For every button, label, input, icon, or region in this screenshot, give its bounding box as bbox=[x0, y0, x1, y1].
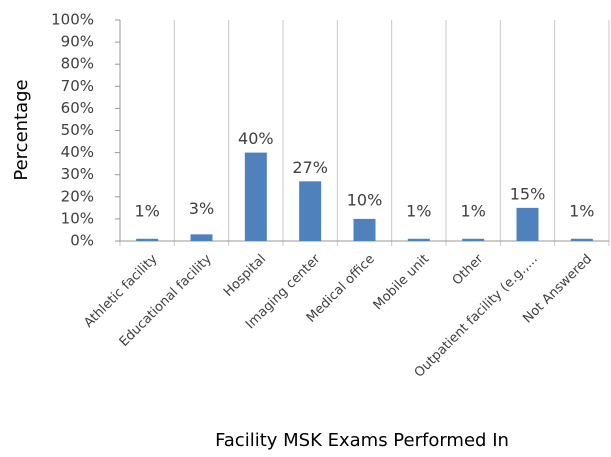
data-label: 1% bbox=[569, 201, 594, 220]
data-label: 1% bbox=[134, 201, 159, 220]
y-tick-label: 20% bbox=[61, 187, 94, 205]
data-label: 1% bbox=[460, 201, 485, 220]
bar bbox=[190, 234, 213, 241]
y-tick-label: 10% bbox=[61, 209, 94, 227]
data-label: 27% bbox=[292, 158, 328, 177]
data-label: 40% bbox=[238, 129, 274, 148]
bar bbox=[136, 238, 159, 241]
y-tick-label: 60% bbox=[61, 99, 94, 117]
bar bbox=[407, 238, 430, 241]
bar bbox=[570, 238, 593, 241]
y-tick-label: 90% bbox=[61, 33, 94, 51]
y-tick-label: 30% bbox=[61, 165, 94, 183]
y-tick-label: 70% bbox=[61, 77, 94, 95]
x-tick-label: Mobile unit bbox=[371, 252, 432, 313]
x-tick-label: Hospital bbox=[221, 252, 269, 300]
y-tick-label: 50% bbox=[61, 121, 94, 139]
y-axis-title: Percentage bbox=[11, 79, 32, 180]
y-tick-label: 100% bbox=[51, 11, 94, 29]
data-label: 10% bbox=[347, 190, 383, 209]
y-tick-label: 40% bbox=[61, 143, 94, 161]
x-tick-label: Educational facility bbox=[117, 251, 215, 349]
x-tick-label: Other bbox=[450, 251, 487, 288]
bar bbox=[516, 207, 539, 241]
x-axis-title: Facility MSK Exams Performed In bbox=[215, 430, 509, 451]
data-label: 15% bbox=[510, 184, 546, 203]
bar bbox=[299, 181, 322, 241]
bar bbox=[244, 152, 267, 241]
y-tick-label: 0% bbox=[70, 232, 94, 250]
y-tick-label: 80% bbox=[61, 55, 94, 73]
bar bbox=[462, 238, 485, 241]
data-label: 3% bbox=[189, 199, 214, 218]
bar bbox=[353, 218, 376, 241]
data-label: 1% bbox=[406, 201, 431, 220]
